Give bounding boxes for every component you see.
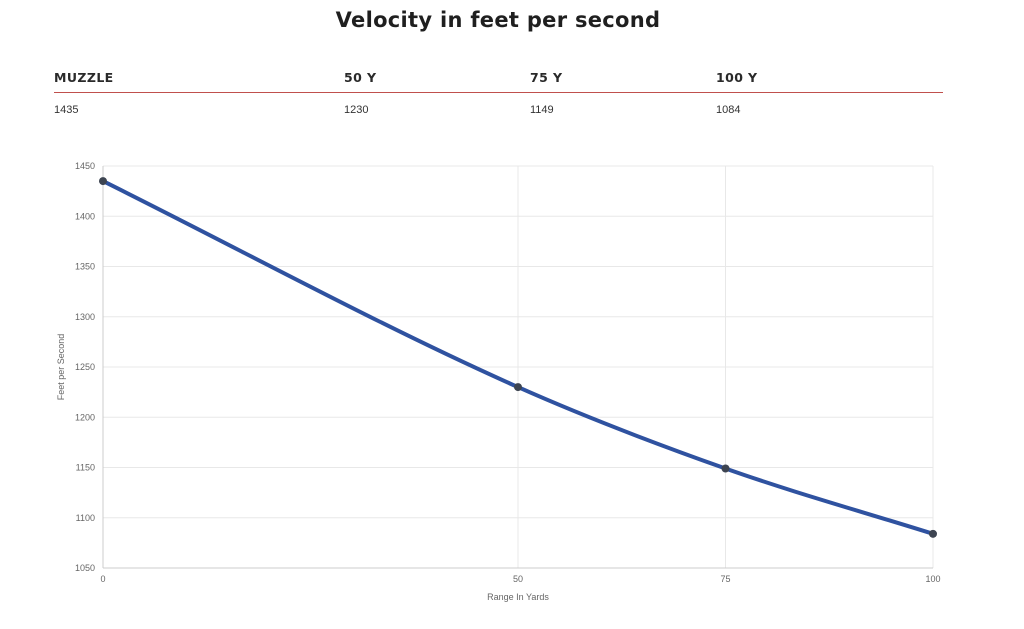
value-75y: 1149 [530, 104, 554, 116]
velocity-line-chart: 1050 1100 1150 1200 1250 1300 1350 1400 1450 0 50 7… [56, 161, 941, 602]
y-tick-label: 1450 [75, 161, 95, 171]
value-100y: 1084 [716, 104, 741, 116]
chart-title: Velocity in feet per second [335, 8, 661, 32]
chart-axes [102, 166, 933, 569]
header-100y: 100 Y [716, 66, 943, 93]
velocity-table: MUZZLE 50 Y 75 Y 100 Y 1435 1230 1149 10… [54, 66, 943, 116]
series-line [101, 179, 935, 536]
value-50y: 1230 [344, 104, 369, 116]
y-tick-label: 1100 [76, 513, 95, 523]
data-point [721, 464, 730, 473]
data-point [99, 177, 107, 186]
data-point [514, 383, 522, 392]
y-axis-label: Feet per Second [56, 334, 66, 401]
y-tick-label: 1350 [75, 262, 95, 272]
header-muzzle: MUZZLE [54, 66, 344, 93]
data-point [929, 529, 937, 538]
y-tick-label: 1250 [75, 362, 95, 372]
y-tick-label: 1300 [75, 312, 95, 322]
y-tick-label: 1200 [75, 412, 95, 422]
y-tick-label: 1400 [75, 211, 95, 221]
chart-ticks: 1050 1100 1150 1200 1250 1300 1350 1400 1450 0 50 7… [75, 161, 941, 584]
y-tick-label: 1050 [75, 563, 95, 573]
value-muzzle: 1435 [54, 104, 79, 116]
y-tick-label: 1150 [76, 463, 95, 473]
table-row: 1435 1230 1149 1084 [54, 93, 943, 116]
header-50y: 50 Y [344, 66, 530, 93]
table-header-row: MUZZLE 50 Y 75 Y 100 Y [54, 66, 943, 93]
header-75y: 75 Y [530, 66, 716, 93]
x-axis-label: Range In Yards [487, 592, 549, 602]
x-tick-label: 75 [720, 574, 730, 584]
chart-grid [103, 165, 934, 568]
chart-series [99, 177, 937, 538]
x-tick-label: 50 [513, 574, 523, 584]
x-tick-label: 100 [925, 574, 940, 584]
x-tick-label: 0 [100, 574, 105, 584]
